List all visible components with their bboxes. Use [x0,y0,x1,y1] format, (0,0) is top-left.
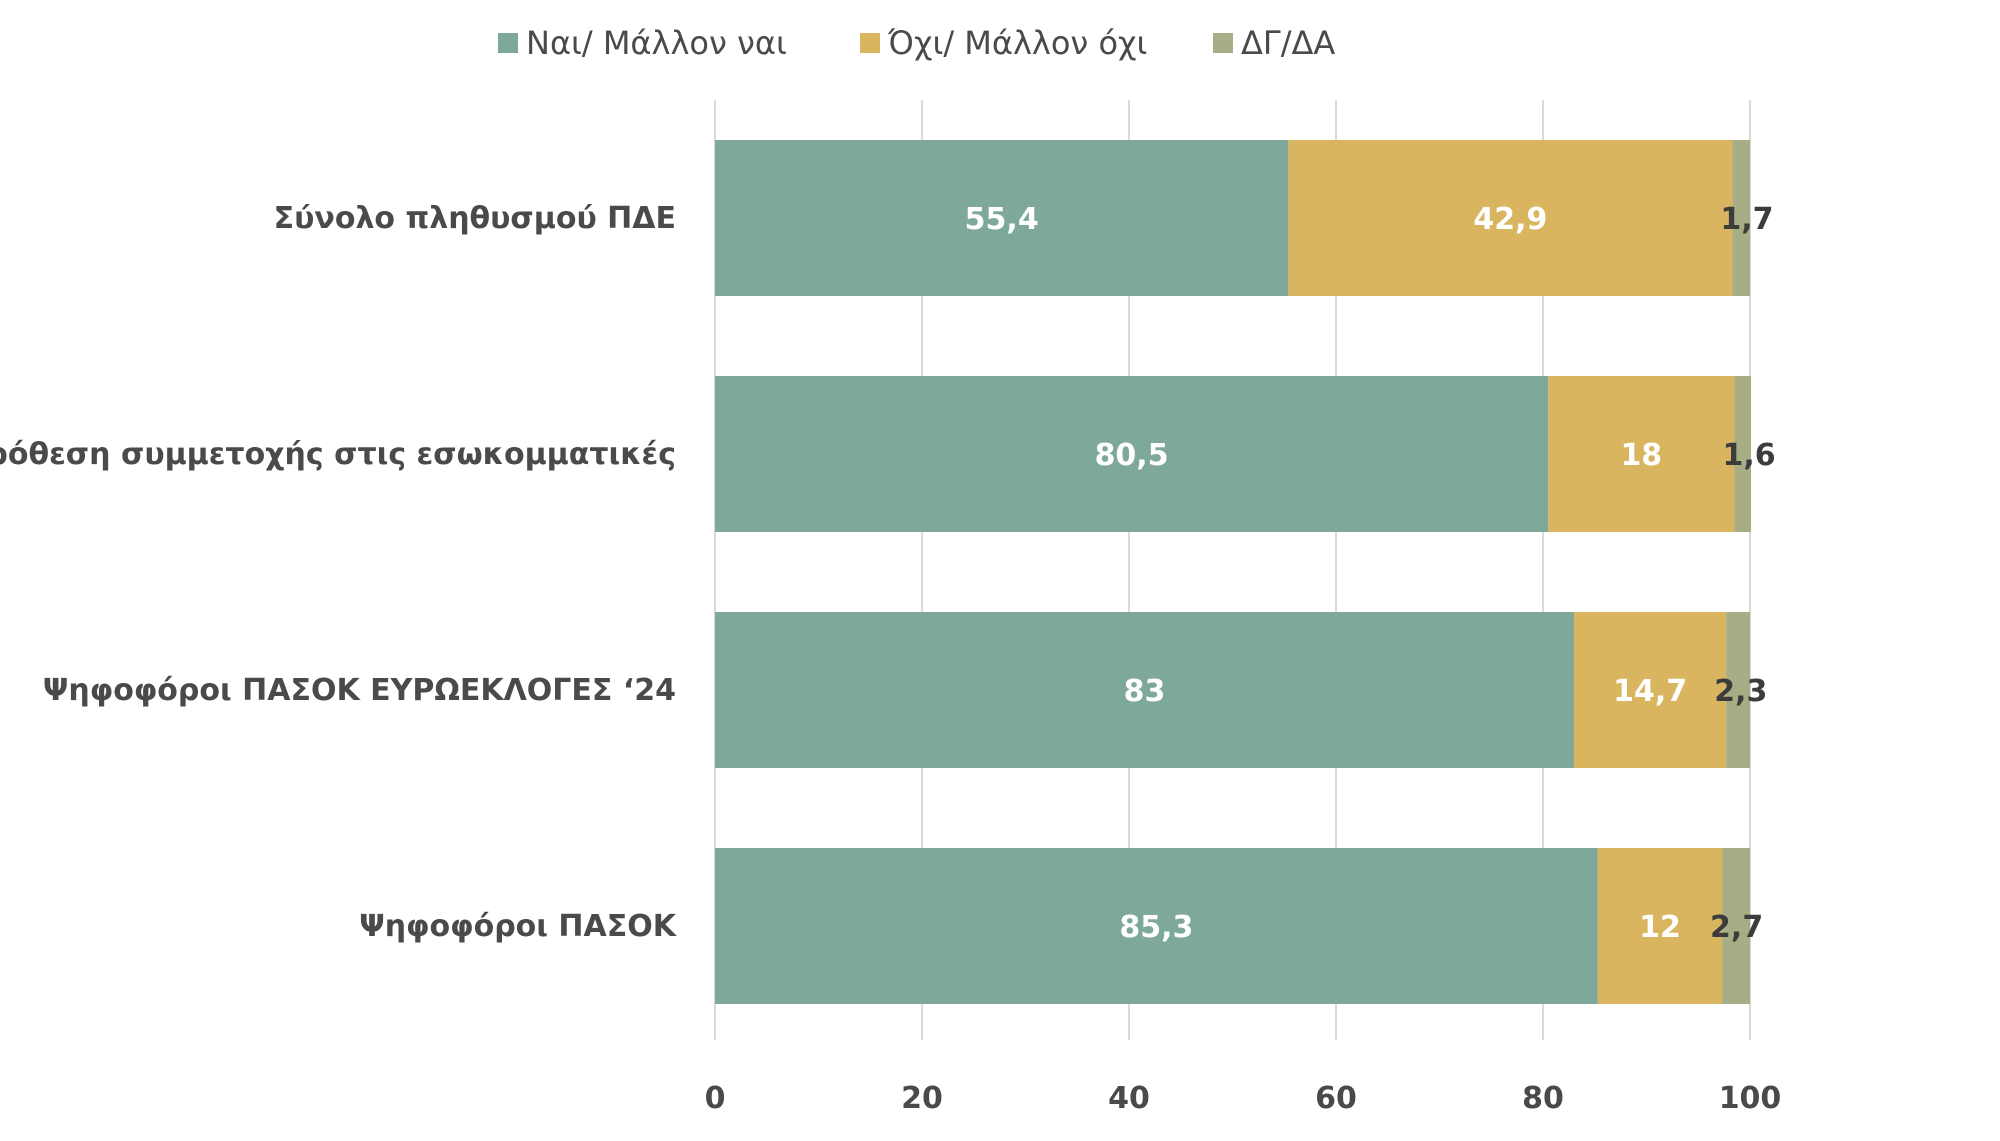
bar-segment-2-row-1 [1288,140,1733,296]
category-labels: Σύνολο πληθυσμού ΠΔΕ Πρόθεση συμμετοχής σ… [0,201,678,944]
data-label: 83 [1124,674,1166,709]
bar-segment-3-row-4 [1722,848,1750,1004]
bar-segment-1-row-4 [715,848,1598,1004]
legend: Ναι/ Μάλλον ναι Όχι/ Μάλλον όχι ΔΓ/ΔΑ [498,24,1335,62]
data-label: 80,5 [1095,438,1169,473]
data-label: 55,4 [965,202,1039,237]
bar-segment-3-row-2 [1734,376,1752,532]
category-label: Ψηφοφόροι ΠΑΣΟΚ ΕΥΡΩΕΚΛΟΓΕΣ ‘24 [43,673,676,708]
category-label: Σύνολο πληθυσμού ΠΔΕ [274,201,676,236]
data-label: 14,7 [1613,674,1687,709]
bar-segment-1-row-1 [715,140,1289,296]
x-tick-label: 100 [1719,1081,1782,1116]
x-axis-ticks: 0 20 40 60 80 100 [705,1081,1782,1116]
bar-segment-1-row-2 [715,376,1549,532]
bars [715,140,1752,1004]
data-label: 85,3 [1119,910,1193,945]
legend-swatch-1 [498,33,518,53]
x-tick-label: 0 [705,1081,726,1116]
bar-segment-2-row-4 [1597,848,1723,1004]
category-label: Ψηφοφόροι ΠΑΣΟΚ [359,909,678,944]
legend-swatch-3 [1213,33,1233,53]
data-label: 2,3 [1714,674,1767,709]
category-label: Πρόθεση συμμετοχής στις εσωκομματικές [0,437,676,472]
x-tick-label: 40 [1108,1081,1150,1116]
bar-segment-2-row-2 [1548,376,1735,532]
legend-entry: Ναι/ Μάλλον ναι [526,24,787,62]
data-label: 12 [1639,910,1681,945]
bar-segment-3-row-1 [1732,140,1750,296]
x-tick-label: 60 [1315,1081,1357,1116]
data-label: 18 [1620,438,1662,473]
value-labels: 55,4 42,9 1,7 80,5 18 1,6 83 14,7 2,3 85,3 12 2,7 [965,202,1776,945]
data-label: 42,9 [1473,202,1547,237]
data-label: 1,6 [1722,438,1775,473]
x-tick-label: 20 [901,1081,943,1116]
legend-entry: Όχι/ Μάλλον όχι [887,24,1147,62]
bar-segment-1-row-3 [715,612,1575,768]
x-tick-label: 80 [1522,1081,1564,1116]
legend-swatch-2 [860,33,880,53]
bar-segment-2-row-3 [1574,612,1727,768]
data-label: 2,7 [1710,910,1763,945]
data-label: 1,7 [1720,202,1773,237]
legend-entry: ΔΓ/ΔΑ [1241,24,1335,62]
bar-segment-3-row-3 [1726,612,1750,768]
